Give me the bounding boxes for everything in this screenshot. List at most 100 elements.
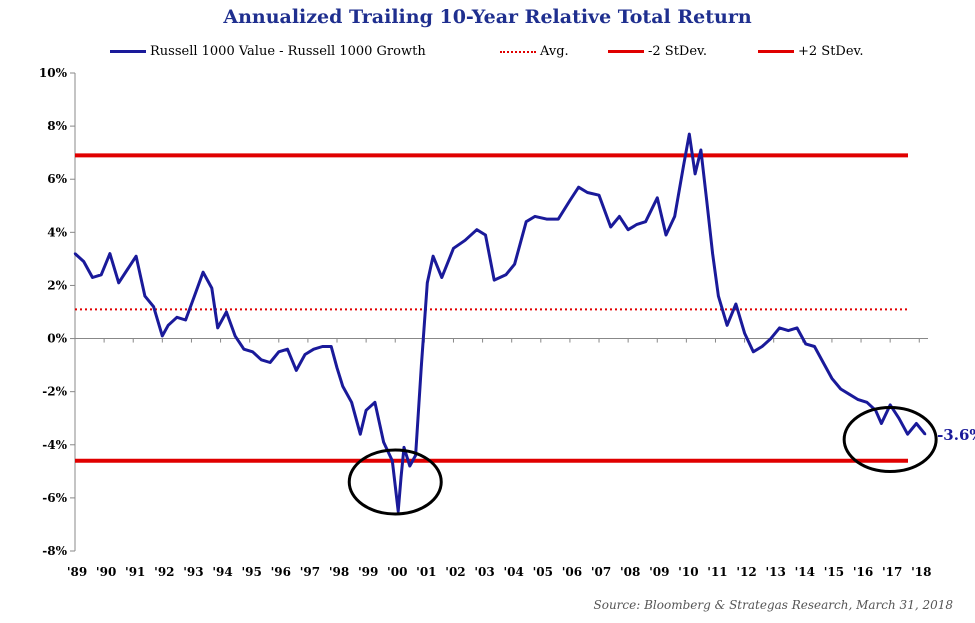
series-point <box>830 377 834 380</box>
series-point <box>152 305 155 308</box>
series-point <box>408 464 411 468</box>
series-point <box>382 440 385 444</box>
series-point <box>769 337 772 340</box>
series-point <box>533 215 537 218</box>
x-tick-label: '99 <box>358 565 378 579</box>
series-point <box>126 268 129 271</box>
series-point <box>586 191 589 194</box>
series-point <box>329 345 333 348</box>
series-point <box>117 281 120 284</box>
series-point <box>568 199 572 202</box>
y-tick-label: -6% <box>42 491 67 505</box>
series-point <box>673 215 676 218</box>
series-point <box>545 217 548 221</box>
series-point <box>242 347 246 351</box>
y-tick-label: 8% <box>47 119 67 133</box>
x-tick-label: '18 <box>911 565 931 579</box>
highlight-circle <box>842 405 938 473</box>
series-point <box>609 225 612 229</box>
series-point <box>431 255 435 258</box>
x-tick-label: '93 <box>183 565 203 579</box>
series-point <box>493 278 496 282</box>
legend-label-plus2sd: +2 StDev. <box>798 44 864 59</box>
series-point <box>100 273 103 277</box>
x-tick-label: '02 <box>445 565 465 579</box>
series-point <box>644 220 647 223</box>
series-point <box>618 215 621 218</box>
series-point <box>693 172 697 176</box>
legend-item-avg: Avg. <box>500 44 569 59</box>
series-point <box>251 350 254 354</box>
series-point <box>201 270 205 274</box>
series-point <box>396 509 400 513</box>
legend-item-plus2sd: +2 StDev. <box>758 44 863 59</box>
legend-label-avg: Avg. <box>540 44 569 59</box>
legend-swatch-spread <box>110 50 146 53</box>
x-tick-label: '12 <box>736 565 756 579</box>
series-point <box>143 294 147 298</box>
series-point <box>635 223 639 226</box>
series-point <box>688 132 691 136</box>
x-tick-label: '90 <box>96 565 116 579</box>
source-note: Source: Bloomberg & Strategas Research, … <box>593 598 954 612</box>
y-tick-label: 4% <box>47 225 67 239</box>
series-point <box>260 358 263 361</box>
series-point <box>897 417 901 420</box>
series-point <box>359 432 362 436</box>
series-point <box>752 350 755 354</box>
x-tick-label: '08 <box>620 565 640 579</box>
series-point <box>725 324 729 327</box>
series-point <box>82 260 85 263</box>
series-point <box>426 281 429 284</box>
series-point <box>734 302 738 306</box>
x-tick-label: '03 <box>474 565 494 579</box>
x-tick-label: '13 <box>766 565 786 579</box>
series-point <box>839 387 842 391</box>
x-tick-label: '96 <box>271 565 291 579</box>
series-point <box>743 332 746 335</box>
series-point <box>821 361 825 364</box>
chart-legend: Russell 1000 Value - Russell 1000 Growth… <box>0 44 975 66</box>
series-point <box>463 239 467 242</box>
series-point <box>341 385 345 388</box>
x-tick-label: '91 <box>125 565 145 579</box>
series-point <box>166 324 170 327</box>
x-tick-label: '17 <box>882 565 902 579</box>
series-point <box>699 148 703 152</box>
series-point <box>656 196 659 200</box>
series-point <box>880 422 883 425</box>
series-point <box>184 318 187 322</box>
legend-item-minus2sd: -2 StDev. <box>608 44 707 59</box>
series-point <box>399 475 403 478</box>
series-point <box>717 294 720 298</box>
series-point <box>108 252 112 255</box>
x-tick-label: '95 <box>241 565 261 579</box>
series-point <box>795 326 799 330</box>
series-point <box>577 185 580 189</box>
series-point <box>865 401 869 404</box>
series-point <box>440 276 444 279</box>
x-tick-label: '09 <box>649 565 669 579</box>
series-point <box>268 361 272 364</box>
legend-swatch-plus2sd <box>758 50 794 53</box>
x-tick-label: '16 <box>853 565 873 579</box>
legend-label-minus2sd: -2 StDev. <box>648 44 707 59</box>
series-point <box>557 217 560 221</box>
chart-title: Annualized Trailing 10-Year Relative Tot… <box>223 6 752 28</box>
series-point <box>193 294 196 298</box>
x-tick-label: '94 <box>212 565 232 579</box>
series-point <box>804 342 807 346</box>
x-tick-label: '97 <box>300 565 320 579</box>
series-point <box>286 347 289 351</box>
series-point <box>210 286 214 290</box>
series-point <box>335 366 339 369</box>
highlight-circle <box>347 448 443 516</box>
legend-swatch-avg <box>500 50 536 53</box>
series-point <box>452 247 455 250</box>
series-point <box>91 276 94 279</box>
series-point <box>475 228 478 231</box>
x-tick-label: '00 <box>387 565 407 579</box>
series-point <box>295 369 298 372</box>
x-tick-label: '07 <box>591 565 611 579</box>
series-point <box>161 334 164 338</box>
